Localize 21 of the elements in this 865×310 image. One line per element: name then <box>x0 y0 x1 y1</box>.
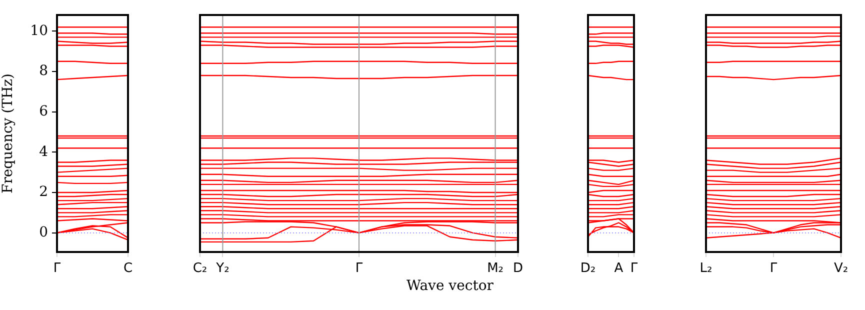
x-axis-title: Wave vector <box>406 278 494 294</box>
x-tick-label: A <box>614 261 624 276</box>
x-tick-label: Γ <box>770 261 778 276</box>
x-tick-label: Γ <box>355 261 364 276</box>
x-tick-label: D₂ <box>580 261 596 276</box>
y-tick-label: 4 <box>39 144 48 160</box>
y-tick-label: 2 <box>39 184 48 200</box>
y-axis-title: Frequency (THz) <box>0 73 16 194</box>
x-tick-label: C₂ <box>192 261 208 276</box>
x-tick-label: Y₂ <box>215 261 230 276</box>
x-tick-label: C <box>123 261 133 276</box>
y-tick-label: 6 <box>39 103 48 120</box>
y-tick-label: 8 <box>39 63 48 80</box>
x-tick-label: Γ <box>53 261 62 276</box>
x-tick-label: Γ <box>630 261 638 276</box>
x-tick-label: L₂ <box>700 261 712 276</box>
x-tick-label: V₂ <box>834 261 848 276</box>
y-tick-label: 0 <box>39 224 48 240</box>
x-tick-label: D <box>512 261 524 276</box>
x-tick-label: M₂ <box>487 261 504 276</box>
y-tick-label: 10 <box>30 22 48 39</box>
